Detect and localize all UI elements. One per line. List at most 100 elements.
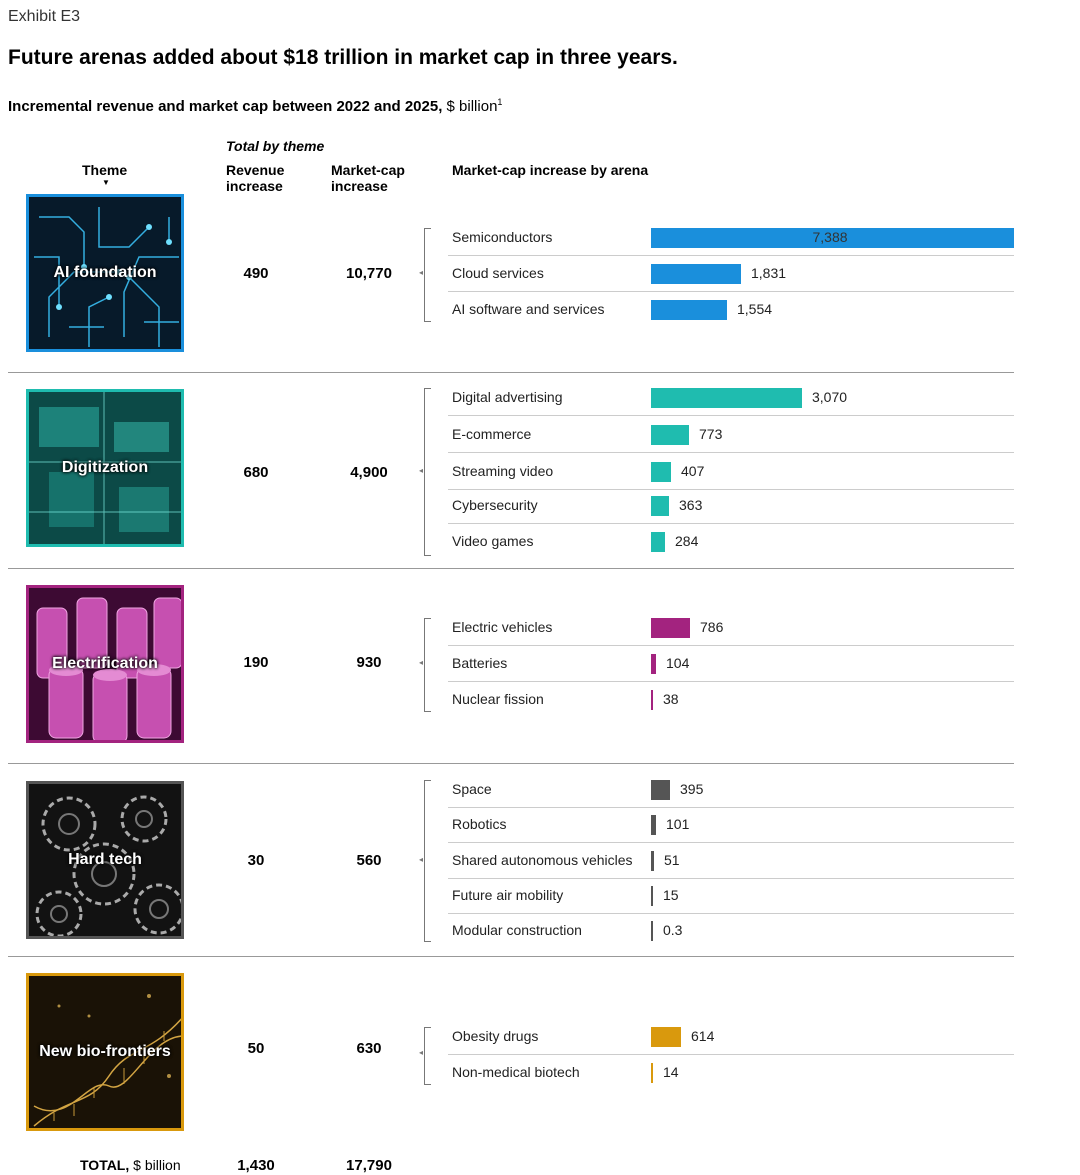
arena-bar-value: 104	[666, 655, 690, 671]
dna-helix-icon	[33, 994, 181, 1127]
theme-label-hard-tech: Hard tech	[68, 851, 142, 868]
marketcap-hard-tech: 560	[356, 852, 382, 869]
theme-label-bio-frontiers: New bio-frontiers	[39, 1043, 171, 1060]
arena-bar	[651, 780, 670, 800]
chart-subtitle: Incremental revenue and market cap betwe…	[8, 97, 502, 115]
bracket-electrification	[424, 618, 431, 712]
arena-row-divider	[448, 452, 1014, 453]
subtitle-text: Incremental revenue and market cap betwe…	[8, 98, 443, 115]
arena-label: AI software and services	[452, 301, 605, 317]
header-theme: Theme	[82, 162, 128, 178]
arena-bar	[651, 1063, 653, 1083]
bracket-tick-icon: ◂	[419, 1048, 424, 1057]
revenue-bio-frontiers: 50	[247, 1040, 265, 1057]
arena-label: Streaming video	[452, 463, 554, 479]
marketcap-digitization: 4,900	[350, 464, 388, 481]
arena-row-divider	[448, 1054, 1014, 1055]
total-label: TOTAL, $ billion	[80, 1157, 181, 1173]
arena-bar-value: 363	[679, 497, 703, 513]
arena-bar-value: 614	[691, 1028, 715, 1044]
revenue-digitization: 680	[243, 464, 269, 481]
arena-bar-value: 15	[663, 887, 679, 903]
total-label-text: TOTAL,	[80, 1157, 130, 1173]
theme-separator	[8, 763, 1014, 764]
header-theme-arrow-icon: ▼	[102, 178, 110, 187]
arena-bar-value: 38	[663, 691, 679, 707]
marketcap-electrification: 930	[356, 654, 382, 671]
arena-bar	[651, 815, 656, 835]
header-marketcap: Market-cap increase	[331, 162, 405, 194]
arena-bar	[651, 690, 653, 710]
arena-bar	[651, 1027, 681, 1047]
theme-image-electrification: Electrification	[26, 585, 184, 743]
theme-separator	[8, 956, 1014, 957]
subtitle-footnote: 1	[497, 97, 503, 107]
arena-bar	[651, 532, 665, 552]
theme-separator	[8, 568, 1014, 569]
arena-row-divider	[448, 842, 1014, 843]
arena-label: Cybersecurity	[452, 497, 538, 513]
arena-label: Space	[452, 781, 492, 797]
marketcap-ai-foundation: 10,770	[346, 265, 392, 282]
arena-label: Nuclear fission	[452, 691, 544, 707]
arena-bar	[651, 886, 653, 906]
arena-label: Digital advertising	[452, 389, 563, 405]
arena-bar-value: 284	[675, 533, 699, 549]
bracket-bio-frontiers	[424, 1027, 431, 1085]
arena-bar-value: 1,554	[737, 301, 773, 317]
total-label-unit: $ billion	[129, 1157, 181, 1173]
arena-label: Video games	[452, 533, 534, 549]
arena-label: Electric vehicles	[452, 619, 553, 635]
arena-row-divider	[448, 489, 1014, 490]
arena-bar	[651, 851, 654, 871]
revenue-ai-foundation: 490	[243, 265, 269, 282]
arena-bar	[651, 921, 653, 941]
chart-title: Future arenas added about $18 trillion i…	[8, 46, 678, 69]
bracket-tick-icon: ◂	[419, 268, 424, 277]
arena-bar	[651, 300, 727, 320]
theme-label-ai-foundation: AI foundation	[53, 264, 157, 281]
arena-bar-value: 0.3	[663, 922, 683, 938]
digital-hardware-icon	[29, 392, 181, 544]
theme-image-bio-frontiers: New bio-frontiers	[26, 973, 184, 1131]
arena-bar	[651, 618, 690, 638]
header-total-by-theme: Total by theme	[226, 138, 325, 154]
arena-row-divider	[448, 291, 1014, 292]
arena-label: Non-medical biotech	[452, 1064, 580, 1080]
header-revenue: Revenue increase	[226, 162, 285, 194]
arena-label: Shared autonomous vehicles	[452, 852, 633, 868]
arena-bar	[651, 462, 671, 482]
theme-image-hard-tech: Hard tech	[26, 781, 184, 939]
arena-bar-value: 395	[680, 781, 704, 797]
arena-row-divider	[448, 878, 1014, 879]
theme-separator	[8, 372, 1014, 373]
arena-bar-value: 3,070	[812, 389, 848, 405]
total-revenue: 1,430	[237, 1157, 275, 1174]
arena-label: Batteries	[452, 655, 508, 671]
battery-cells-icon	[36, 597, 181, 740]
arena-bar-value: 1,831	[751, 265, 787, 281]
arena-row-divider	[448, 415, 1014, 416]
arena-row-divider	[448, 255, 1014, 256]
arena-label: Cloud services	[452, 265, 544, 281]
arena-bar	[651, 228, 1014, 248]
bracket-ai-foundation	[424, 228, 431, 322]
bracket-digitization	[424, 388, 431, 556]
subtitle-unit: $ billion	[442, 98, 498, 115]
bracket-tick-icon: ◂	[419, 855, 424, 864]
arena-bar	[651, 388, 802, 408]
theme-label-electrification: Electrification	[52, 655, 158, 672]
arena-label: Obesity drugs	[452, 1028, 539, 1044]
total-marketcap: 17,790	[346, 1157, 392, 1174]
marketcap-bio-frontiers: 630	[356, 1040, 382, 1057]
arena-bar-value: 7,388	[812, 229, 848, 245]
revenue-hard-tech: 30	[247, 852, 265, 869]
arena-bar-value: 101	[666, 816, 690, 832]
arena-row-divider	[448, 681, 1014, 682]
arena-row-divider	[448, 913, 1014, 914]
header-by-arena: Market-cap increase by arena	[452, 162, 649, 178]
arena-bar	[651, 425, 689, 445]
gears-icon	[35, 795, 181, 936]
theme-image-digitization: Digitization	[26, 389, 184, 547]
bracket-tick-icon: ◂	[419, 466, 424, 475]
